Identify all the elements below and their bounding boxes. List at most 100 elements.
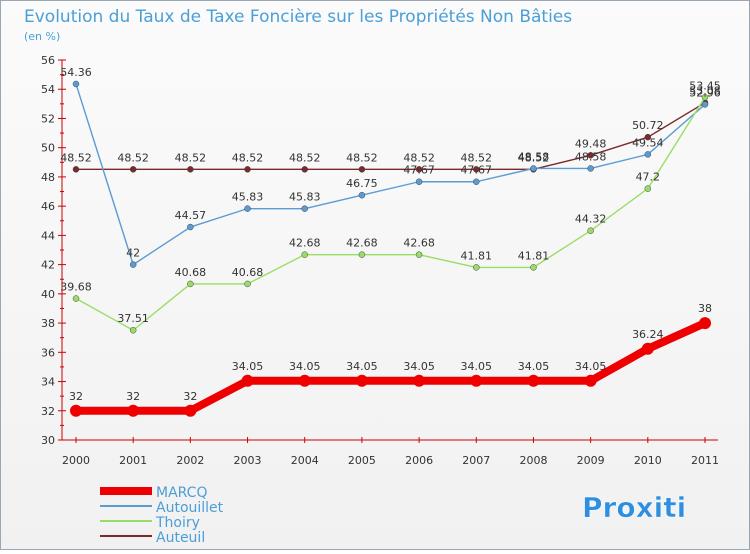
y-tick-label: 52 — [41, 112, 55, 125]
data-label-autouillet: 47.67 — [461, 164, 493, 177]
data-label-marcq: 34.05 — [403, 360, 435, 373]
proxiti-logo: Proxiti — [582, 491, 687, 525]
data-point-auteuil — [244, 166, 251, 173]
data-label-thoiry: 42.68 — [403, 237, 435, 250]
data-point-thoiry — [72, 295, 80, 302]
y-tick-label: 40 — [41, 288, 55, 301]
data-point-thoiry — [187, 280, 194, 288]
x-tick-label: 2007 — [462, 454, 490, 467]
data-point-autouillet — [530, 165, 537, 172]
y-tick-label: 54 — [41, 83, 55, 96]
series-line-marcq — [72, 319, 709, 415]
data-label-marcq: 34.05 — [232, 360, 264, 373]
data-label-marcq: 32 — [126, 390, 140, 403]
data-point-auteuil — [129, 166, 137, 173]
y-tick-label: 46 — [41, 200, 55, 213]
y-tick-label: 30 — [41, 434, 55, 447]
series-line-thoiry — [75, 96, 706, 331]
y-tick-label: 50 — [41, 142, 55, 155]
data-point-autouillet — [473, 178, 480, 185]
data-point-auteuil — [358, 166, 366, 173]
data-label-thoiry: 40.68 — [232, 266, 264, 279]
data-point-autouillet — [701, 101, 709, 108]
data-label-auteuil: 48.52 — [232, 151, 264, 164]
data-label-marcq: 38 — [698, 302, 712, 315]
chart-y-unit: (en %) — [24, 30, 60, 43]
data-label-autouillet: 47.67 — [403, 164, 435, 177]
data-point-marcq — [699, 317, 711, 330]
data-point-marcq — [470, 374, 483, 387]
data-point-auteuil — [644, 133, 652, 141]
x-tick-label: 2009 — [577, 454, 605, 467]
data-label-marcq: 34.05 — [518, 360, 550, 373]
x-tick-label: 2001 — [119, 454, 147, 467]
x-tick-label: 2006 — [405, 454, 433, 467]
legend-label-marcq: MARCQ — [156, 485, 207, 501]
data-point-autouillet — [415, 178, 423, 185]
data-label-marcq: 32 — [69, 390, 83, 403]
data-label-auteuil: 48.52 — [175, 151, 207, 164]
chart-data-labels: 48.52 48.52 48.52 48.52 48.52 48.52 48.52 48.52… — [60, 66, 721, 403]
data-point-marcq — [184, 404, 197, 417]
x-tick-label: 2008 — [519, 454, 547, 467]
data-point-marcq — [413, 374, 426, 387]
data-label-auteuil: 48.52 — [346, 151, 378, 164]
data-point-thoiry — [530, 264, 537, 271]
logo-text: Proxiti — [582, 491, 686, 524]
data-label-autouillet: 52.96 — [689, 86, 721, 99]
data-label-autouillet: 45.83 — [232, 191, 264, 204]
data-point-thoiry — [358, 251, 366, 258]
data-label-autouillet: 42 — [126, 247, 140, 260]
data-label-auteuil: 48.52 — [117, 151, 149, 164]
data-point-auteuil — [187, 166, 194, 173]
data-label-autouillet: 49.54 — [632, 136, 664, 149]
data-label-auteuil: 48.52 — [60, 151, 92, 164]
series-line-autouillet — [75, 83, 706, 266]
data-point-thoiry — [129, 326, 137, 334]
data-label-thoiry: 37.51 — [117, 312, 149, 325]
data-label-autouillet: 46.75 — [346, 177, 378, 190]
legend-label-thoiry: Thoiry — [155, 515, 200, 531]
y-tick-label: 32 — [41, 405, 55, 418]
data-label-auteuil: 48.52 — [403, 151, 435, 164]
data-point-marcq — [70, 404, 82, 417]
data-point-autouillet — [72, 80, 80, 88]
legend-label-autouillet: Autouillet — [156, 500, 224, 516]
data-label-auteuil: 48.52 — [289, 151, 321, 164]
data-label-marcq: 34.05 — [575, 360, 607, 373]
data-label-thoiry: 42.68 — [346, 237, 378, 250]
data-label-autouillet: 54.36 — [60, 66, 92, 79]
data-label-thoiry: 47.2 — [636, 171, 661, 184]
x-tick-label: 2010 — [634, 454, 662, 467]
data-label-auteuil: 49.48 — [575, 137, 607, 150]
data-label-marcq: 34.05 — [289, 360, 321, 373]
chart-title: Evolution du Taux de Taxe Foncière sur l… — [24, 7, 572, 27]
data-label-marcq: 34.05 — [346, 360, 378, 373]
data-label-auteuil: 48.52 — [461, 151, 493, 164]
data-point-autouillet — [244, 205, 251, 212]
data-label-thoiry: 53.45 — [689, 79, 721, 92]
data-label-marcq: 36.24 — [632, 328, 664, 341]
y-tick-label: 56 — [41, 54, 55, 67]
data-label-autouillet: 44.57 — [175, 209, 207, 222]
x-tick-label: 2002 — [176, 454, 204, 467]
data-label-thoiry: 39.68 — [60, 281, 92, 294]
data-point-autouillet — [358, 191, 366, 199]
y-tick-label: 38 — [41, 317, 55, 330]
data-label-marcq: 32 — [183, 390, 197, 403]
data-label-auteuil: 48.52 — [518, 151, 550, 164]
data-label-marcq: 34.05 — [461, 360, 493, 373]
data-point-autouillet — [587, 165, 594, 172]
data-point-thoiry — [473, 264, 480, 271]
data-point-auteuil — [72, 166, 80, 173]
y-tick-label: 34 — [41, 376, 55, 389]
data-label-thoiry: 41.81 — [518, 249, 550, 262]
data-point-auteuil — [587, 152, 594, 159]
data-point-thoiry — [301, 251, 308, 258]
data-label-autouillet: 48.58 — [575, 150, 607, 163]
y-tick-label: 44 — [41, 229, 55, 242]
data-point-marcq — [298, 374, 311, 387]
data-point-autouillet — [644, 151, 652, 158]
